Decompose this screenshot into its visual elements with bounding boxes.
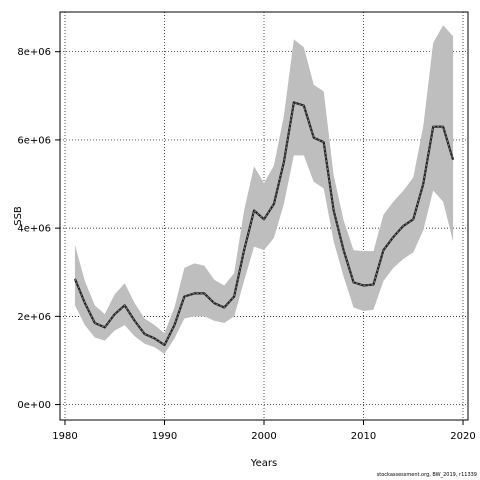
x-axis-label: Years	[250, 458, 277, 469]
x-tick-label-1980: 1980	[52, 431, 77, 442]
x-tick-label-1990: 1990	[152, 431, 177, 442]
y-tick-label-0e+00: 0e+00	[17, 400, 51, 411]
x-tick-label-2000: 2000	[251, 431, 276, 442]
confidence-band	[74, 25, 454, 354]
y-tick-label-2e+06: 2e+06	[17, 312, 51, 323]
ssb-line-layer	[73, 101, 455, 347]
y-axis-label: SSB	[13, 206, 24, 226]
y-tick-label-4e+06: 4e+06	[17, 224, 51, 235]
axes: 1980 1990 2000 2010 2020 0e+00 2e+06 4e+06 6e+06…	[17, 11, 476, 442]
x-tick-label-2020: 2020	[450, 431, 475, 442]
footer-note: stockassessment.org, BW_2019, r11339	[376, 472, 477, 478]
ssb-line-dashes	[74, 101, 454, 346]
y-tick-label-6e+06: 6e+06	[17, 135, 51, 146]
y-tick-label-8e+06: 8e+06	[17, 47, 51, 58]
x-tick-label-2010: 2010	[351, 431, 376, 442]
confidence-band-layer	[74, 25, 454, 354]
